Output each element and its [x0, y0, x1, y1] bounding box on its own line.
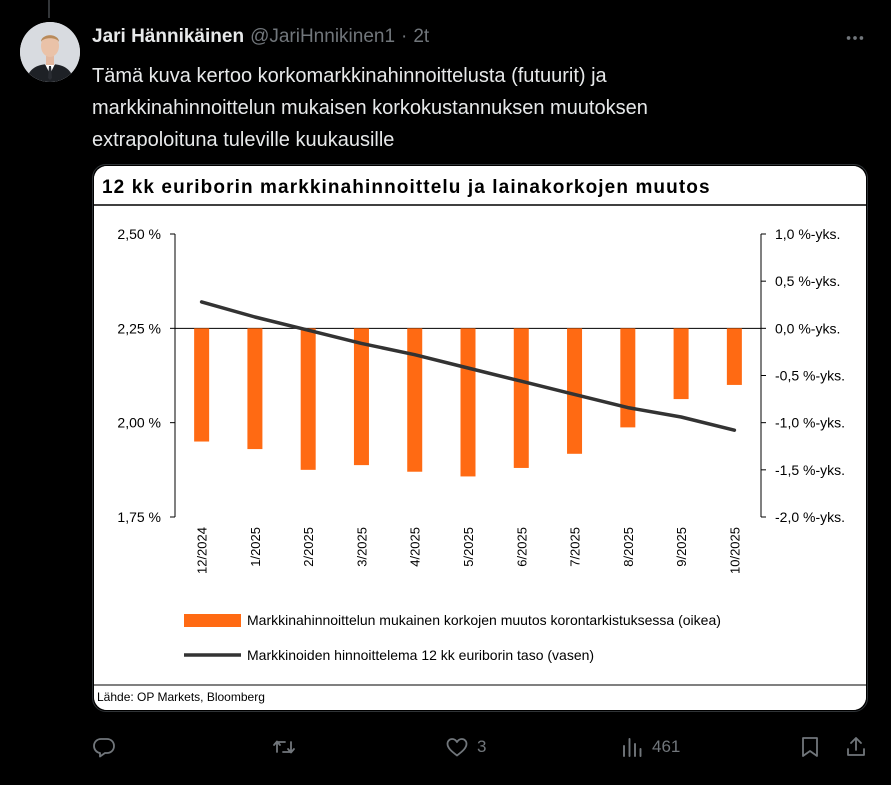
bar [460, 328, 476, 477]
action-bar: 3 461 [92, 732, 872, 762]
legend-label-line: Markkinoiden hinnoittelema 12 kk euribor… [247, 647, 594, 663]
like-count: 3 [477, 737, 487, 756]
bar [620, 328, 636, 428]
tweet-media[interactable]: 12 kk euriborin markkinahinnoittelu ja l… [92, 164, 868, 712]
tweet-text-line: extrapoloituna tuleville kuukausille [92, 129, 395, 151]
separator-dot: · [401, 26, 408, 47]
legend-swatch-bars [184, 614, 241, 627]
tweet-text-line: markkinahinnoittelun mukaisen korkokusta… [92, 97, 648, 119]
x-axis-tick-label: 12/2024 [195, 527, 210, 574]
bar [300, 328, 316, 470]
share-icon [847, 737, 865, 756]
right-axis-tick-label: -2,0 %-yks. [775, 509, 845, 525]
more-options-button[interactable] [843, 26, 867, 50]
x-axis-tick-label: 6/2025 [514, 527, 529, 567]
x-axis-tick-label: 1/2025 [248, 527, 263, 567]
x-axis-tick-label: 3/2025 [354, 527, 369, 567]
x-axis-tick-label: 9/2025 [674, 527, 689, 567]
x-axis-tick-label: 4/2025 [408, 527, 423, 567]
right-axis-tick-label: 1,0 %-yks. [775, 226, 840, 242]
bar [194, 328, 210, 442]
retweet-button[interactable] [272, 732, 304, 762]
x-axis-tick-label: 8/2025 [621, 527, 636, 567]
thread-connector-line [48, 0, 50, 18]
retweet-icon [273, 740, 295, 754]
author-name[interactable]: Jari Hännikäinen [92, 26, 245, 47]
bar [513, 328, 529, 468]
left-axis-tick-label: 1,75 % [117, 509, 161, 525]
left-axis-tick-label: 2,25 % [117, 320, 161, 336]
bookmark-button[interactable] [798, 732, 822, 762]
chart-source: Lähde: OP Markets, Bloomberg [97, 690, 265, 704]
bar [407, 328, 423, 472]
bar [726, 328, 742, 385]
left-axis-tick-label: 2,50 % [117, 226, 161, 242]
chart-image: 12 kk euriborin markkinahinnoittelu ja l… [94, 166, 866, 710]
share-button[interactable] [844, 732, 868, 762]
bar [247, 328, 263, 450]
tweet-timestamp[interactable]: 2t [413, 26, 430, 47]
right-axis-tick-label: 0,0 %-yks. [775, 320, 840, 336]
views-button[interactable]: 461 [620, 732, 680, 762]
bookmark-icon [802, 737, 818, 757]
chart: 12 kk euriborin markkinahinnoittelu ja l… [94, 166, 866, 710]
bar [673, 328, 689, 400]
legend-label-bars: Markkinahinnoittelun mukainen korkojen m… [247, 612, 721, 628]
views-count: 461 [652, 737, 681, 756]
x-axis-tick-label: 7/2025 [568, 527, 583, 567]
views-icon [623, 738, 642, 757]
series-line [199, 300, 737, 432]
reply-button[interactable] [92, 732, 124, 762]
tweet-text-line: Tämä kuva kertoo korkomarkkinahinnoittel… [92, 65, 607, 87]
tweet-text: Tämä kuva kertoo korkomarkkinahinnoittel… [92, 60, 872, 156]
more-icon [846, 36, 864, 40]
reply-icon [93, 738, 115, 758]
bar [567, 328, 583, 454]
x-axis-tick-label: 10/2025 [727, 527, 742, 574]
right-axis-tick-label: -1,5 %-yks. [775, 462, 845, 478]
author-handle[interactable]: @JariHnnikinen1 [250, 26, 396, 47]
avatar[interactable] [20, 22, 80, 82]
right-axis-tick-label: -0,5 %-yks. [775, 368, 845, 384]
right-axis-tick-label: 0,5 %-yks. [775, 273, 840, 289]
x-axis-tick-label: 5/2025 [461, 527, 476, 567]
bar [353, 328, 369, 466]
like-button[interactable]: 3 [445, 732, 486, 762]
chart-title: 12 kk euriborin markkinahinnoittelu ja l… [102, 177, 711, 198]
x-axis-tick-label: 2/2025 [301, 527, 316, 567]
heart-icon [446, 738, 468, 757]
avatar-image [20, 22, 80, 82]
tweet-header: Jari Hännikäinen @JariHnnikinen1 · 2t [92, 26, 429, 48]
right-axis-tick-label: -1,0 %-yks. [775, 415, 845, 431]
left-axis-tick-label: 2,00 % [117, 415, 161, 431]
